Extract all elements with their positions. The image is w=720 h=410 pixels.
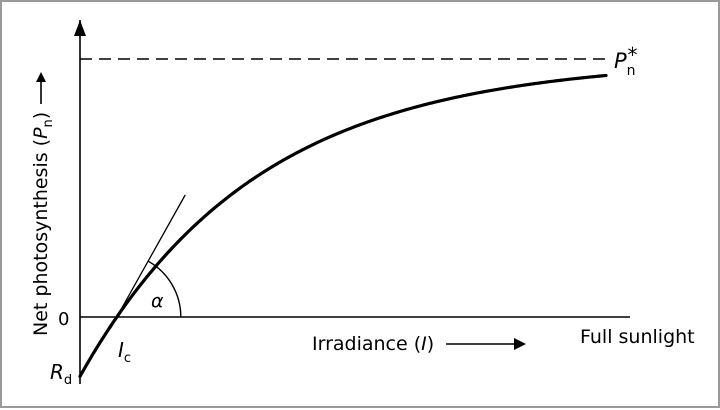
response-curve — [78, 73, 608, 378]
y-axis-arrowhead — [74, 20, 86, 36]
alpha-label: α — [151, 290, 164, 312]
svg-text:Net photosynthesis (Pn): Net photosynthesis (Pn) — [30, 112, 56, 336]
pn-star-label: Pn* — [614, 43, 638, 79]
y-label-arrowhead — [36, 72, 46, 82]
rd-label: Rd — [50, 360, 72, 388]
y-axis-label: Net photosynthesis (Pn) — [30, 112, 56, 336]
alpha-arc — [147, 260, 182, 318]
x-axis-label: Irradiance (I) — [312, 333, 434, 355]
x-label-arrowhead — [514, 338, 526, 350]
y-axis-label-group: Net photosynthesis (Pn) — [30, 72, 56, 336]
ic-label: Ic — [118, 338, 131, 366]
y-zero-label: 0 — [58, 309, 69, 330]
x-end-label: Full sunlight — [580, 326, 695, 348]
